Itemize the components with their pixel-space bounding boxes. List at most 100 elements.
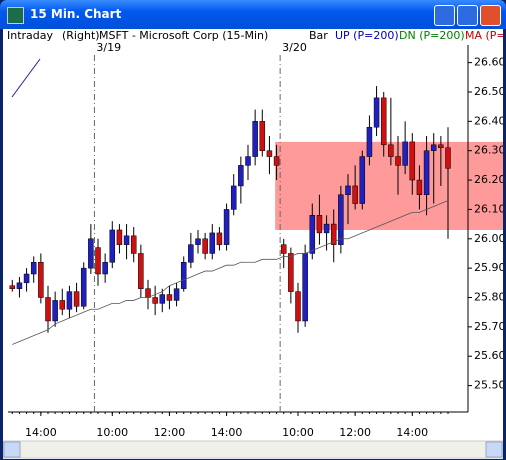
candle-body xyxy=(423,150,430,195)
candle-body xyxy=(59,300,66,310)
candle-body xyxy=(109,229,116,263)
header-text: MSFT - Microsoft Corp (15-Min) xyxy=(99,29,268,42)
candle-body xyxy=(88,238,94,269)
trend-line xyxy=(11,58,41,98)
candle-body xyxy=(173,288,180,301)
candle-body xyxy=(445,147,451,169)
y-tick-label: 25.70 xyxy=(474,320,503,333)
y-tick-label: 26.40 xyxy=(474,114,503,127)
candle-body xyxy=(166,294,173,301)
candle-body xyxy=(259,121,266,151)
candle-body xyxy=(288,253,294,292)
candle-body xyxy=(180,262,187,289)
day-label: 3/20 xyxy=(282,41,307,54)
candle-body xyxy=(195,238,201,245)
ma-line xyxy=(12,200,449,345)
x-tick-label: 12:00 xyxy=(339,426,371,439)
minimize-button[interactable] xyxy=(434,5,455,26)
candle-body xyxy=(159,294,166,304)
candle-body xyxy=(273,156,280,166)
app-icon xyxy=(7,7,24,24)
day-label: 3/19 xyxy=(96,41,121,54)
y-tick-label: 26.20 xyxy=(474,173,503,186)
y-tick-label: 25.60 xyxy=(474,349,503,362)
y-tick-label: 25.90 xyxy=(474,261,503,274)
candle-body xyxy=(402,141,408,166)
candle-body xyxy=(245,156,251,166)
title-bar: 15 Min. Chart xyxy=(0,0,506,29)
candle-body xyxy=(373,97,380,128)
header-text: Intraday xyxy=(7,29,54,42)
candle-body xyxy=(80,267,87,307)
scrollbar[interactable] xyxy=(3,440,503,459)
header-text: (Right) xyxy=(62,29,100,42)
candle-body xyxy=(152,297,158,304)
legend-entry: MA (P= xyxy=(465,29,503,42)
candle-body xyxy=(188,244,194,263)
candle-body xyxy=(266,150,273,157)
legend-entry: Bar xyxy=(309,29,328,42)
candle-body xyxy=(216,232,223,245)
y-tick-label: 26.30 xyxy=(474,144,503,157)
candle-body xyxy=(388,144,394,157)
candle-body xyxy=(338,194,344,245)
candle-body xyxy=(416,179,423,195)
candle-body xyxy=(223,209,230,245)
candle-body xyxy=(209,232,216,254)
scroll-right[interactable] xyxy=(485,441,503,458)
candle-body xyxy=(23,273,30,284)
candle-body xyxy=(230,185,237,210)
candle-body xyxy=(302,253,308,322)
y-tick-label: 25.80 xyxy=(474,290,503,303)
candle-body xyxy=(52,300,58,322)
candle-body xyxy=(316,215,323,234)
maximize-button[interactable] xyxy=(457,5,478,26)
candle-body xyxy=(202,238,208,254)
candle-body xyxy=(323,223,330,234)
candle-body xyxy=(116,229,123,245)
x-tick-label: 10:00 xyxy=(96,426,128,439)
candle-body xyxy=(145,288,151,298)
candle-body xyxy=(330,223,337,245)
legend-entry: UP (P=200) xyxy=(335,29,399,42)
candle-body xyxy=(16,282,23,289)
close-button[interactable] xyxy=(480,5,501,26)
candle-body xyxy=(45,297,51,322)
candle-body xyxy=(430,144,437,151)
candle-body xyxy=(345,185,351,195)
candle-body xyxy=(409,141,416,181)
candle-body xyxy=(395,156,401,166)
candle-body xyxy=(238,165,244,187)
candle-body xyxy=(38,262,44,298)
candle-body xyxy=(366,126,373,157)
x-tick-label: 12:00 xyxy=(154,426,186,439)
x-tick-label: 10:00 xyxy=(282,426,314,439)
candle-body xyxy=(130,235,137,254)
x-tick-label: 14:00 xyxy=(25,426,57,439)
candle-body xyxy=(73,291,80,307)
x-tick-label: 14:00 xyxy=(396,426,428,439)
candle-body xyxy=(123,235,130,245)
candle-body xyxy=(359,156,366,204)
candle-body xyxy=(380,97,387,146)
chart: Intraday (Right) MSFT - Microsoft Corp (15… xyxy=(3,29,503,459)
candle-body xyxy=(95,247,101,275)
y-tick-label: 26.50 xyxy=(474,85,503,98)
scroll-left[interactable] xyxy=(3,441,21,458)
y-tick-label: 26.60 xyxy=(474,56,503,69)
candle-body xyxy=(30,262,37,275)
candle-body xyxy=(9,285,16,289)
candle-body xyxy=(252,121,258,157)
x-tick-label: 14:00 xyxy=(211,426,243,439)
candle-body xyxy=(66,291,73,310)
candle-body xyxy=(280,244,287,254)
candle-body xyxy=(352,185,358,204)
candle-body xyxy=(138,253,144,289)
candle-body xyxy=(295,291,301,322)
window-title: 15 Min. Chart xyxy=(30,7,122,21)
candle-body xyxy=(102,262,108,275)
legend-entry: DN (P=200) xyxy=(399,29,465,42)
y-tick-label: 26.00 xyxy=(474,232,503,245)
y-tick-label: 25.50 xyxy=(474,379,503,392)
